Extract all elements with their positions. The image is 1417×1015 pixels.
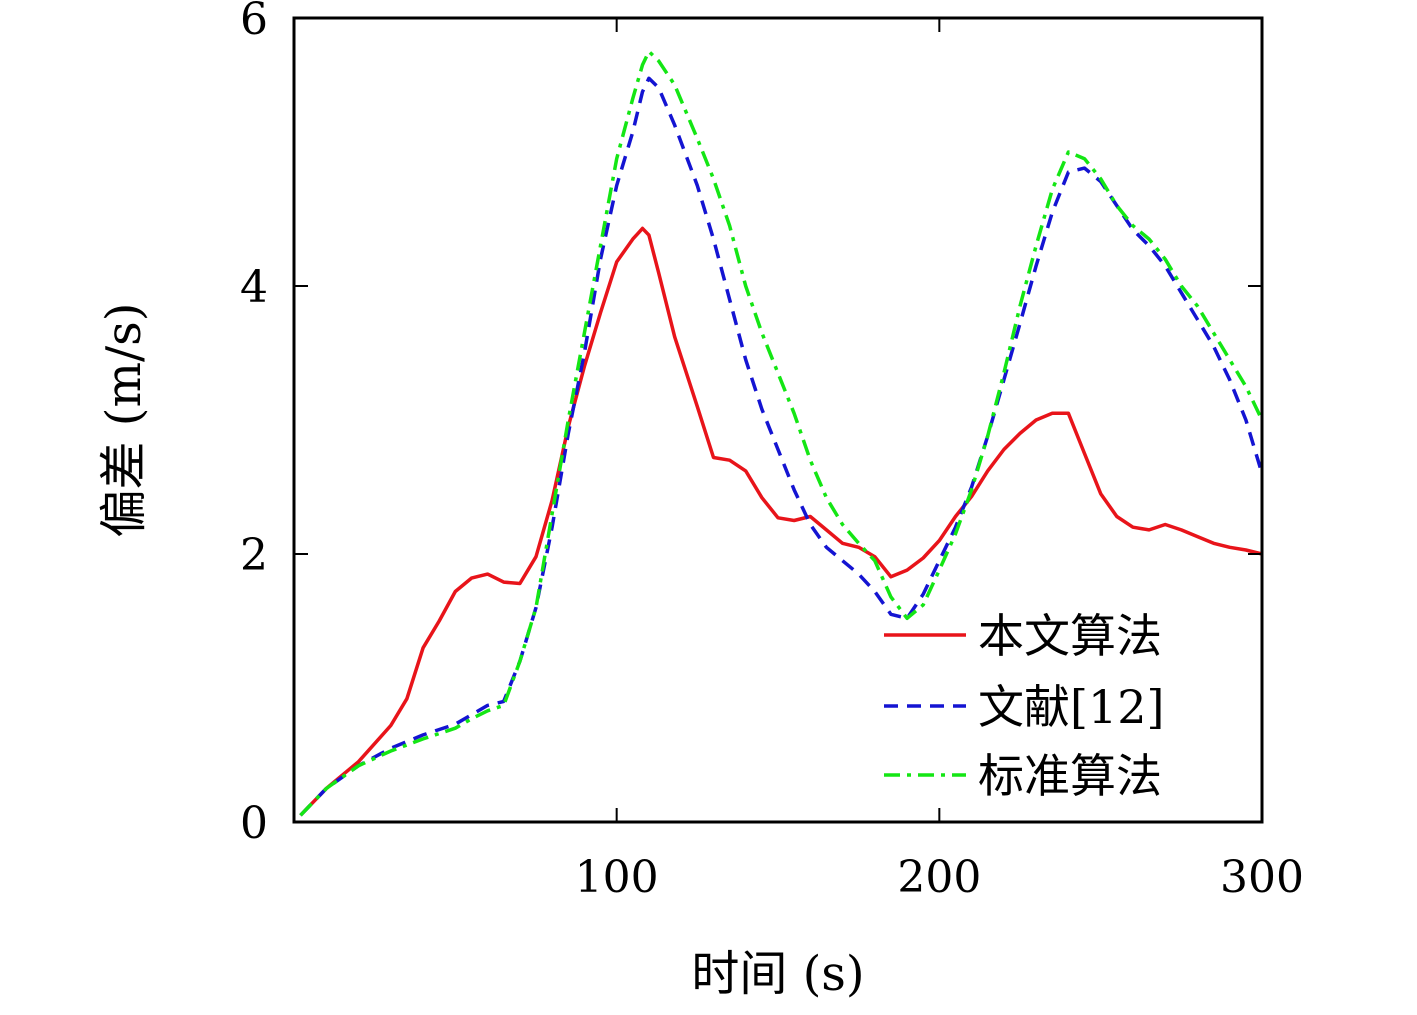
y-tick-label: 6 xyxy=(240,0,268,45)
x-tick-label: 100 xyxy=(575,852,659,903)
y-tick-label: 2 xyxy=(240,530,268,581)
legend-label-2: 标准算法 xyxy=(978,749,1162,803)
series-layer xyxy=(299,49,1264,817)
y-axis-title: 偏差 (m/s) xyxy=(96,302,152,537)
y-tick-label: 4 xyxy=(240,262,268,313)
series-line-0 xyxy=(299,226,1263,817)
legend-label-1: 文献[12] xyxy=(978,680,1164,734)
x-tick-label: 200 xyxy=(897,852,981,903)
legend-label-0: 本文算法 xyxy=(978,609,1162,663)
x-axis-title: 时间 (s) xyxy=(691,946,864,1002)
x-tick-label: 300 xyxy=(1220,852,1304,903)
plot-frame xyxy=(292,16,1264,824)
y-tick-label: 0 xyxy=(240,798,268,849)
ticks-layer: 100 200 300 0 2 4 6 xyxy=(240,0,1304,903)
